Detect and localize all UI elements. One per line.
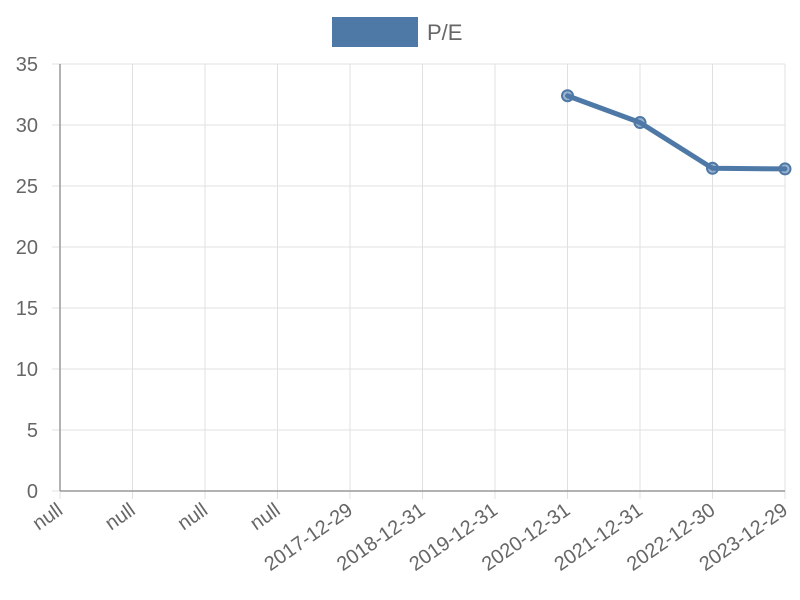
y-tick-label: 35 xyxy=(16,54,38,76)
x-tick-label: null xyxy=(246,499,284,535)
data-point[interactable] xyxy=(633,116,647,130)
y-tick-label: 25 xyxy=(16,176,38,198)
y-tick-label: 20 xyxy=(16,237,38,259)
y-tick-label: 0 xyxy=(27,481,38,503)
legend-swatch xyxy=(332,17,418,47)
grid xyxy=(60,63,786,491)
y-axis-tick-labels: 0 5 10 15 20 25 30 35 xyxy=(16,54,38,503)
data-point[interactable] xyxy=(778,162,792,176)
x-tick-label: null xyxy=(174,499,212,535)
series-line-pe xyxy=(565,93,788,172)
y-tick-label: 10 xyxy=(16,359,38,381)
x-tick-label: null xyxy=(29,499,67,535)
legend[interactable]: P/E xyxy=(332,17,462,47)
y-tick-label: 30 xyxy=(16,115,38,137)
y-tick-label: 5 xyxy=(27,420,38,442)
data-point[interactable] xyxy=(706,161,719,175)
series-layer xyxy=(561,89,792,176)
axes xyxy=(52,63,786,499)
x-axis-tick-labels: null null null null2017-12-292018-12-312019… xyxy=(29,499,792,576)
x-tick-label: null xyxy=(101,499,139,535)
data-point[interactable] xyxy=(561,89,574,103)
y-tick-label: 15 xyxy=(16,298,38,320)
legend-label: P/E xyxy=(427,20,462,45)
